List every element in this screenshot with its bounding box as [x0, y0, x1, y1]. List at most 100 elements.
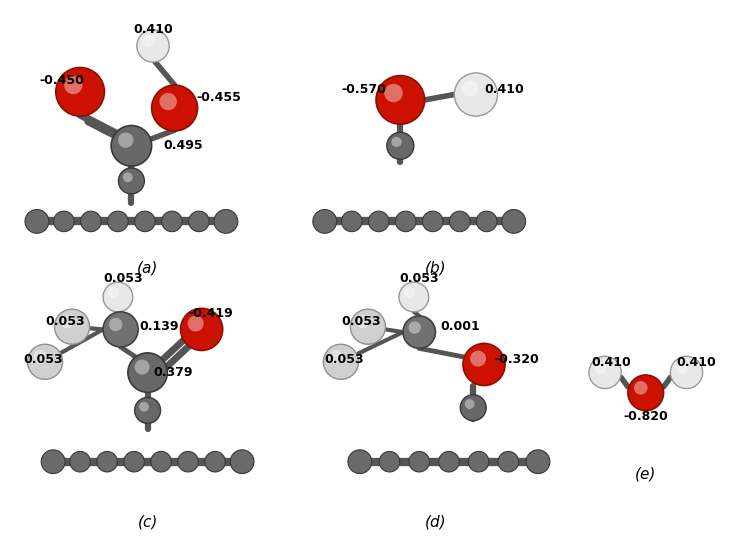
Circle shape: [54, 211, 74, 232]
Text: (d): (d): [424, 514, 446, 529]
Text: -0.419: -0.419: [188, 307, 233, 320]
Circle shape: [134, 397, 161, 423]
Text: -0.455: -0.455: [196, 91, 241, 104]
Text: 0.410: 0.410: [591, 356, 631, 369]
Circle shape: [139, 402, 149, 411]
Circle shape: [103, 282, 133, 312]
Circle shape: [396, 211, 416, 232]
Circle shape: [469, 451, 489, 472]
Circle shape: [422, 211, 443, 232]
Circle shape: [502, 210, 525, 233]
Circle shape: [384, 84, 403, 102]
Circle shape: [634, 381, 647, 395]
Circle shape: [462, 80, 478, 97]
Circle shape: [134, 360, 150, 375]
Circle shape: [151, 451, 171, 472]
Text: -0.320: -0.320: [494, 353, 539, 366]
Circle shape: [351, 309, 385, 345]
Circle shape: [189, 211, 209, 232]
Circle shape: [329, 350, 342, 363]
Circle shape: [628, 375, 663, 410]
Circle shape: [498, 451, 519, 472]
Circle shape: [323, 345, 359, 379]
Circle shape: [379, 451, 400, 472]
Circle shape: [151, 85, 198, 131]
Text: (e): (e): [635, 466, 656, 481]
Circle shape: [409, 451, 430, 472]
Text: -0.570: -0.570: [341, 83, 386, 96]
Text: 0.410: 0.410: [133, 23, 173, 36]
Circle shape: [230, 450, 254, 474]
Text: 0.410: 0.410: [676, 356, 716, 369]
Circle shape: [61, 315, 74, 328]
Circle shape: [109, 318, 123, 331]
Circle shape: [64, 76, 83, 94]
Circle shape: [159, 93, 177, 110]
Circle shape: [181, 308, 223, 350]
Text: 0.379: 0.379: [153, 366, 193, 379]
Circle shape: [313, 210, 337, 233]
Circle shape: [589, 356, 621, 389]
Circle shape: [123, 172, 133, 182]
Circle shape: [470, 350, 486, 367]
Text: (b): (b): [424, 260, 446, 275]
Circle shape: [465, 399, 475, 409]
Circle shape: [676, 362, 688, 374]
Circle shape: [348, 450, 372, 474]
Circle shape: [128, 353, 168, 392]
Circle shape: [162, 211, 182, 232]
Circle shape: [103, 312, 138, 347]
Circle shape: [25, 210, 49, 233]
Circle shape: [108, 287, 120, 299]
Text: 0.410: 0.410: [484, 83, 524, 96]
Circle shape: [187, 315, 204, 332]
Circle shape: [80, 211, 101, 232]
Circle shape: [455, 73, 497, 116]
Circle shape: [404, 287, 415, 299]
Circle shape: [137, 30, 169, 62]
Circle shape: [594, 362, 607, 374]
Text: 0.053: 0.053: [399, 272, 439, 285]
Text: (a): (a): [137, 260, 158, 275]
Text: 0.495: 0.495: [164, 139, 204, 152]
Text: -0.820: -0.820: [624, 410, 668, 423]
Circle shape: [118, 132, 134, 148]
Circle shape: [178, 451, 199, 472]
Circle shape: [449, 211, 470, 232]
Text: 0.053: 0.053: [341, 315, 381, 328]
Circle shape: [41, 450, 65, 474]
Circle shape: [399, 282, 429, 312]
Circle shape: [142, 35, 155, 48]
Circle shape: [70, 451, 90, 472]
Text: (c): (c): [137, 514, 158, 529]
Circle shape: [27, 345, 63, 379]
Circle shape: [461, 395, 486, 421]
Circle shape: [387, 132, 414, 159]
Text: 0.053: 0.053: [24, 353, 63, 366]
Circle shape: [368, 211, 389, 232]
Circle shape: [403, 316, 435, 348]
Circle shape: [205, 451, 225, 472]
Circle shape: [670, 356, 703, 389]
Circle shape: [56, 68, 104, 116]
Circle shape: [33, 350, 46, 363]
Circle shape: [111, 125, 151, 166]
Circle shape: [526, 450, 550, 474]
Circle shape: [97, 451, 117, 472]
Circle shape: [134, 211, 155, 232]
Circle shape: [356, 315, 370, 328]
Circle shape: [409, 321, 421, 334]
Circle shape: [342, 211, 362, 232]
Circle shape: [477, 211, 497, 232]
Text: 0.001: 0.001: [441, 320, 480, 333]
Circle shape: [55, 309, 89, 345]
Circle shape: [124, 451, 145, 472]
Circle shape: [438, 451, 459, 472]
Circle shape: [118, 168, 145, 194]
Text: 0.053: 0.053: [103, 272, 143, 285]
Text: 0.139: 0.139: [139, 320, 179, 333]
Circle shape: [214, 210, 238, 233]
Circle shape: [108, 211, 128, 232]
Circle shape: [376, 76, 424, 124]
Circle shape: [463, 343, 505, 386]
